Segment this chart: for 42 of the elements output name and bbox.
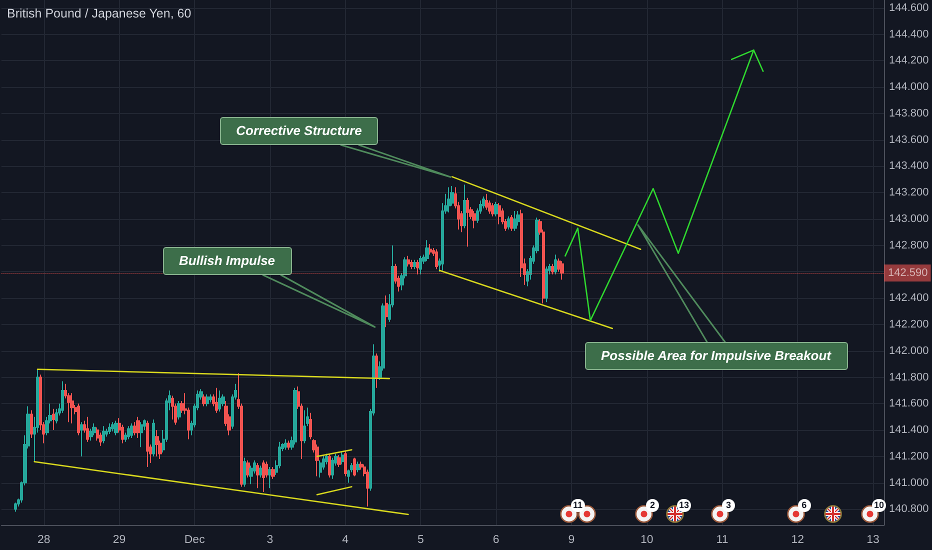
y-tick-label: 142.200 [889, 318, 929, 330]
y-tick-label: 144.200 [889, 54, 929, 67]
annotation: 13 [677, 499, 692, 512]
y-tick-label: 142.800 [889, 239, 929, 252]
annotation: 11 [571, 499, 585, 512]
y-tick-label: 143.800 [889, 107, 929, 120]
annotation: 2 [646, 499, 659, 512]
y-tick-label: 143.400 [889, 160, 929, 172]
y-tick-label: 143.200 [889, 186, 929, 199]
x-tick-label: 12 [791, 534, 804, 546]
x-tick-label: 5 [418, 534, 424, 546]
x-tick-label: 4 [342, 534, 350, 546]
annotation: 10 [872, 499, 886, 512]
y-tick-label: 143.600 [889, 134, 929, 146]
x-tick-label: Dec [184, 534, 206, 546]
y-tick-label: 141.800 [889, 371, 929, 384]
y-tick-label: 142.400 [889, 292, 929, 304]
y-tick-label: 141.200 [889, 450, 929, 462]
y-tick-label: 141.000 [889, 476, 929, 489]
y-tick-label: 142.000 [889, 344, 929, 357]
ref-line-label: 142.590 [888, 267, 928, 280]
annotation: 6 [798, 499, 811, 512]
y-tick-label: 144.400 [889, 28, 929, 40]
x-tick-label: 9 [568, 534, 575, 546]
y-tick-label: 141.600 [889, 398, 929, 410]
annotation: Corrective Structure [220, 117, 378, 145]
annotation: 3 [722, 499, 735, 512]
annotation: Bullish Impulse [162, 247, 292, 275]
x-tick-label: 11 [716, 534, 728, 546]
annotation: Possible Area for Impulsive Breakout [584, 342, 848, 370]
text: British Pound / Japanese Yen, 60 [7, 6, 192, 20]
x-tick-label: 10 [640, 534, 654, 546]
y-tick-label: 141.400 [889, 424, 929, 436]
y-tick-label: 143.000 [889, 212, 929, 225]
y-tick-label: 144.600 [889, 2, 929, 14]
x-tick-label: 3 [266, 534, 274, 546]
x-tick-label: 13 [866, 534, 880, 546]
y-tick-label: 144.000 [889, 81, 929, 94]
x-tick-label: 29 [112, 534, 126, 546]
x-tick-label: 28 [37, 534, 50, 546]
x-tick-label: 6 [492, 534, 500, 546]
y-tick-label: 140.800 [889, 503, 929, 516]
